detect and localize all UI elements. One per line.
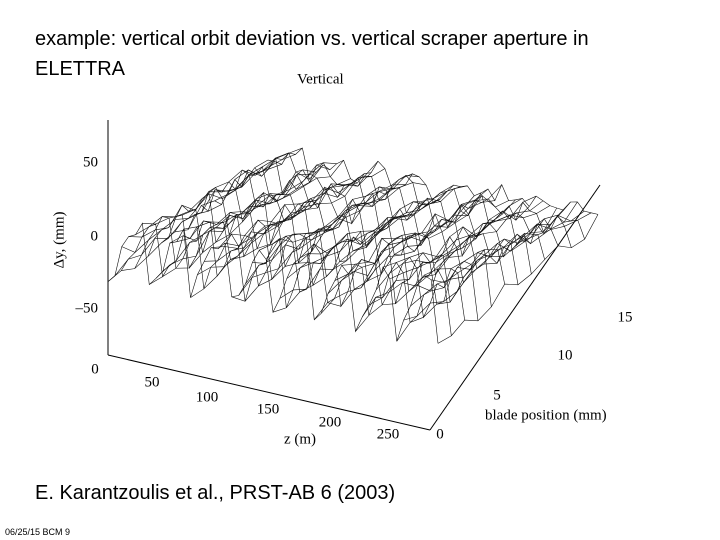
wireframe-line: [417, 201, 578, 292]
wireframe-line: [187, 187, 519, 285]
blade-tick-label: 15: [618, 309, 633, 325]
wireframe-line: [437, 214, 599, 344]
footer: 06/25/15 BCM 9: [5, 527, 71, 537]
surface-wireframe: [107, 147, 599, 344]
wireframe-line: [201, 181, 532, 275]
wireframe-line: [107, 159, 269, 282]
wireframe-line: [214, 169, 545, 260]
blade-tick-label: 10: [558, 347, 573, 363]
z-tick-label: 0: [91, 361, 99, 377]
wireframe-line: [259, 175, 420, 251]
wireframe-line: [107, 222, 439, 344]
y-tick-label: 50: [83, 154, 98, 170]
wireframe-line: [121, 223, 452, 336]
z-axis: [107, 354, 431, 431]
wireframe-line: [161, 204, 492, 307]
figure-title: Vertical: [297, 71, 344, 87]
z-tick-label: 150: [257, 401, 280, 417]
wireframe-line: [314, 195, 475, 320]
caption: E. Karantzoulis et al., PRST-AB 6 (2003): [35, 482, 396, 504]
blade-tick-label: 5: [493, 387, 501, 403]
blade-label: blade position (mm): [485, 407, 607, 423]
y-label: Δy, (mm): [51, 211, 67, 268]
wireframe-line: [134, 216, 465, 321]
z-tick-label: 50: [145, 374, 160, 390]
blade-axis: [429, 184, 601, 431]
wireframe-line: [362, 198, 523, 317]
z-tick-label: 100: [196, 389, 219, 405]
wireframe-line: [147, 214, 479, 321]
wireframe-line: [254, 152, 585, 240]
z-label: z (m): [284, 431, 316, 447]
wireframe-line: [241, 157, 572, 248]
z-tick-label: 250: [377, 426, 400, 442]
wireframe-line: [227, 166, 559, 246]
z-tick-label: 200: [319, 414, 342, 430]
slide-title: example: vertical orbit deviation vs. ve…: [35, 28, 589, 80]
wireframe-line: [174, 193, 505, 285]
y-tick-label: 0: [91, 228, 99, 244]
blade-tick-label: 0: [436, 426, 444, 442]
y-tick-label: –50: [75, 300, 99, 316]
wireframe-line: [267, 147, 599, 215]
wireframe-line: [382, 200, 544, 268]
